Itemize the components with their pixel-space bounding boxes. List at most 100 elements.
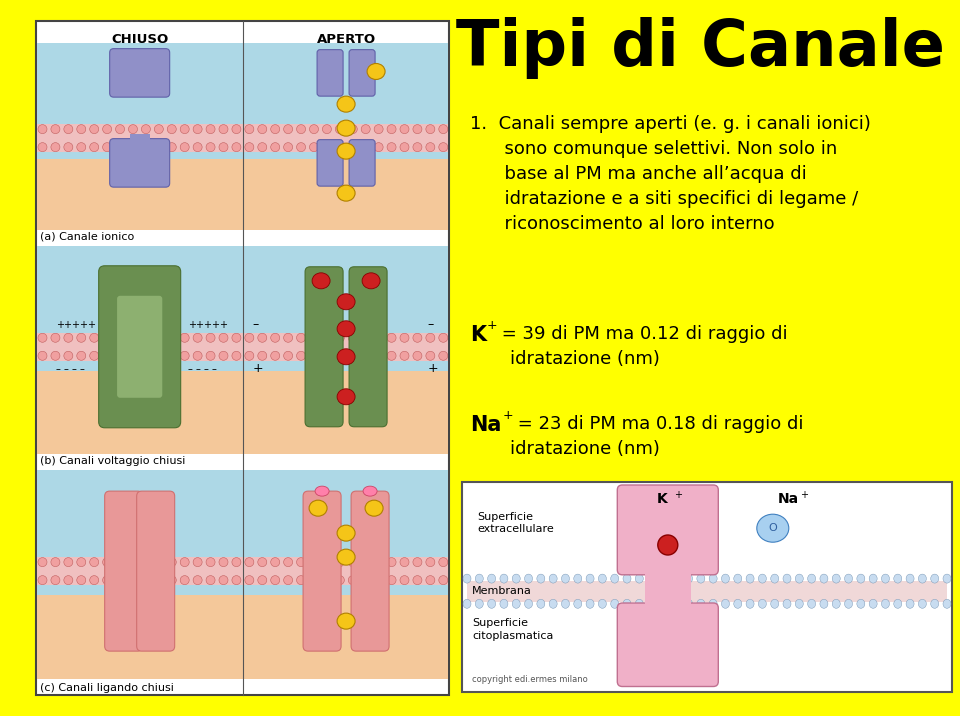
Text: 2.      Canali voltaggio dipendenti
3.      Canali ligando dipendenti: 2. Canali voltaggio dipendenti 3. Canali… <box>470 638 794 687</box>
Ellipse shape <box>77 333 85 342</box>
Ellipse shape <box>193 576 203 585</box>
FancyBboxPatch shape <box>617 603 718 687</box>
Ellipse shape <box>335 352 345 360</box>
Ellipse shape <box>549 599 557 609</box>
Bar <box>37 333 448 361</box>
Text: Membrana: Membrana <box>472 586 532 596</box>
Ellipse shape <box>439 576 447 585</box>
Ellipse shape <box>426 333 435 342</box>
Ellipse shape <box>709 574 717 583</box>
Ellipse shape <box>348 125 357 134</box>
Ellipse shape <box>439 352 447 360</box>
Ellipse shape <box>733 599 742 609</box>
Ellipse shape <box>141 125 151 134</box>
Text: +: + <box>252 362 263 375</box>
Ellipse shape <box>103 142 111 152</box>
Ellipse shape <box>103 576 111 585</box>
Ellipse shape <box>297 352 305 360</box>
Bar <box>37 557 448 585</box>
FancyBboxPatch shape <box>136 491 175 651</box>
Ellipse shape <box>881 574 890 583</box>
Ellipse shape <box>309 125 319 134</box>
Ellipse shape <box>103 333 111 342</box>
Text: = 39 di PM ma 0.12 di raggio di: = 39 di PM ma 0.12 di raggio di <box>496 325 787 343</box>
Ellipse shape <box>193 352 203 360</box>
Ellipse shape <box>636 574 643 583</box>
Bar <box>37 595 448 679</box>
Ellipse shape <box>335 558 345 566</box>
Ellipse shape <box>271 142 279 152</box>
Ellipse shape <box>684 574 692 583</box>
Ellipse shape <box>63 576 73 585</box>
Text: (c) Canali ligando chiusi: (c) Canali ligando chiusi <box>40 682 175 692</box>
Ellipse shape <box>348 576 357 585</box>
Text: –: – <box>252 319 259 332</box>
Ellipse shape <box>180 142 189 152</box>
Ellipse shape <box>672 574 681 583</box>
Ellipse shape <box>562 599 569 609</box>
Ellipse shape <box>463 574 471 583</box>
Ellipse shape <box>413 142 422 152</box>
Ellipse shape <box>51 352 60 360</box>
Ellipse shape <box>845 574 852 583</box>
Ellipse shape <box>283 333 293 342</box>
Ellipse shape <box>930 574 939 583</box>
Ellipse shape <box>115 125 125 134</box>
Ellipse shape <box>89 576 99 585</box>
Bar <box>37 44 448 159</box>
Ellipse shape <box>38 125 47 134</box>
Ellipse shape <box>129 352 137 360</box>
Ellipse shape <box>362 273 380 289</box>
Ellipse shape <box>387 333 396 342</box>
Ellipse shape <box>271 352 279 360</box>
Ellipse shape <box>697 599 705 609</box>
Ellipse shape <box>63 558 73 566</box>
Ellipse shape <box>63 142 73 152</box>
Ellipse shape <box>361 558 371 566</box>
Ellipse shape <box>271 125 279 134</box>
Text: = 23 di PM ma 0.18 di raggio di: = 23 di PM ma 0.18 di raggio di <box>512 415 804 433</box>
Ellipse shape <box>115 576 125 585</box>
Ellipse shape <box>129 576 137 585</box>
Text: (a) Canale ionico: (a) Canale ionico <box>40 232 134 242</box>
Text: K: K <box>657 492 667 506</box>
FancyBboxPatch shape <box>617 485 718 575</box>
Ellipse shape <box>574 574 582 583</box>
Ellipse shape <box>180 125 189 134</box>
Ellipse shape <box>206 333 215 342</box>
Ellipse shape <box>413 558 422 566</box>
Ellipse shape <box>38 558 47 566</box>
Ellipse shape <box>611 599 618 609</box>
Ellipse shape <box>115 352 125 360</box>
Ellipse shape <box>586 574 594 583</box>
Ellipse shape <box>219 333 228 342</box>
Ellipse shape <box>795 574 804 583</box>
Ellipse shape <box>180 352 189 360</box>
Ellipse shape <box>77 558 85 566</box>
Ellipse shape <box>232 352 241 360</box>
Text: Superficie
extracellulare: Superficie extracellulare <box>477 512 554 534</box>
Ellipse shape <box>722 574 730 583</box>
Ellipse shape <box>63 125 73 134</box>
Ellipse shape <box>89 142 99 152</box>
Ellipse shape <box>309 352 319 360</box>
FancyBboxPatch shape <box>317 140 343 186</box>
Ellipse shape <box>258 142 267 152</box>
FancyBboxPatch shape <box>109 49 170 97</box>
Ellipse shape <box>413 576 422 585</box>
Ellipse shape <box>89 125 99 134</box>
FancyBboxPatch shape <box>349 267 387 427</box>
Ellipse shape <box>367 64 385 79</box>
Text: +: + <box>503 409 514 422</box>
Ellipse shape <box>756 514 789 542</box>
Ellipse shape <box>537 599 545 609</box>
Ellipse shape <box>869 574 877 583</box>
Ellipse shape <box>115 558 125 566</box>
Ellipse shape <box>513 574 520 583</box>
Ellipse shape <box>746 574 754 583</box>
Ellipse shape <box>63 352 73 360</box>
Ellipse shape <box>245 125 253 134</box>
Ellipse shape <box>783 574 791 583</box>
Ellipse shape <box>684 599 692 609</box>
Text: Tipi di Canale: Tipi di Canale <box>455 17 945 79</box>
